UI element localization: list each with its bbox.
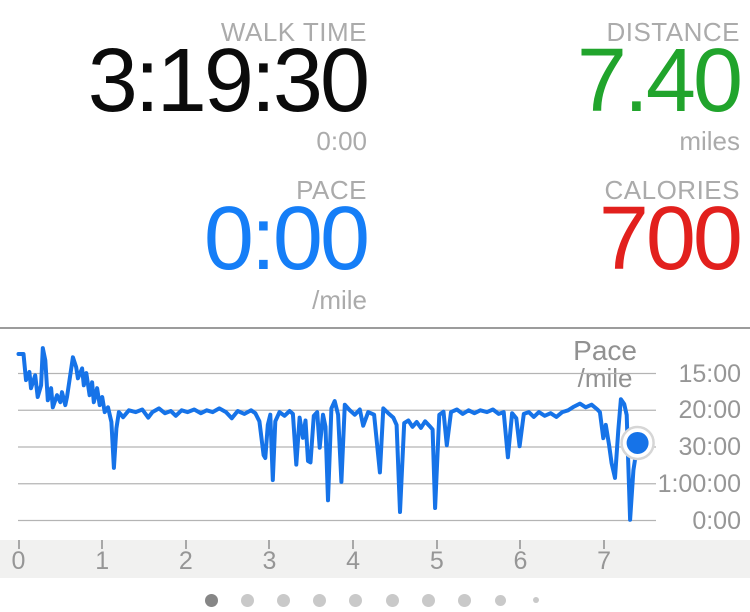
x-axis-tick-label: 6 bbox=[513, 547, 528, 575]
x-axis-tick bbox=[17, 540, 20, 549]
x-axis-tick-label: 1 bbox=[95, 547, 110, 575]
page-dot[interactable] bbox=[241, 593, 255, 607]
x-axis-tick bbox=[435, 540, 438, 549]
x-axis-tick-label: 5 bbox=[429, 547, 444, 575]
x-axis-tick bbox=[603, 540, 606, 549]
page-dot[interactable] bbox=[349, 593, 363, 607]
chart-title-unit: /mile bbox=[577, 363, 633, 394]
chart-x-axis-band: 0 1 2 3 4 5 6 7 bbox=[0, 540, 750, 578]
page-dot[interactable] bbox=[385, 593, 399, 607]
page-dot[interactable] bbox=[421, 593, 435, 607]
page-dot[interactable] bbox=[494, 594, 506, 606]
y-axis-tick-label: 20:00 bbox=[678, 396, 741, 425]
pace-unit: /mile bbox=[312, 285, 367, 315]
page-dot[interactable] bbox=[533, 597, 540, 603]
x-axis-tick-label: 2 bbox=[178, 547, 193, 575]
end-marker-halo bbox=[620, 425, 655, 461]
y-axis-tick-label: 1:00:00 bbox=[657, 469, 741, 498]
walk-time-sub-value: 0:00 bbox=[316, 126, 367, 156]
x-axis-tick bbox=[268, 540, 271, 549]
y-axis-tick-label: 30:00 bbox=[678, 433, 741, 461]
walk-time-value: 3:19:30 bbox=[87, 31, 370, 131]
x-axis-tick bbox=[519, 540, 522, 549]
y-axis-tick-label: 0:00 bbox=[692, 506, 741, 535]
pace-value: 0:00 bbox=[203, 189, 370, 289]
page-dot[interactable] bbox=[277, 593, 291, 607]
pace-label: PACE bbox=[296, 175, 367, 205]
distance-label: DISTANCE bbox=[606, 17, 740, 47]
x-axis-tick bbox=[184, 540, 187, 549]
y-axis-tick-label: 15:00 bbox=[678, 359, 741, 388]
chart-title: Pace /mile bbox=[573, 336, 637, 393]
end-marker-dot[interactable] bbox=[626, 431, 649, 454]
page-indicator[interactable] bbox=[0, 585, 750, 612]
page-dot[interactable] bbox=[457, 593, 471, 607]
x-axis-tick-label: 4 bbox=[346, 547, 361, 575]
x-axis-tick bbox=[352, 540, 355, 549]
distance-value: 7.40 bbox=[576, 31, 743, 131]
page-dot[interactable] bbox=[313, 593, 327, 607]
x-axis-tick-label: 3 bbox=[262, 547, 277, 575]
calories-value: 700 bbox=[598, 189, 743, 289]
walk-time-label: WALK TIME bbox=[220, 17, 367, 47]
x-axis-tick-label: 7 bbox=[597, 547, 612, 575]
chart-title-text: Pace bbox=[573, 335, 637, 366]
pace-chart[interactable] bbox=[0, 326, 750, 540]
x-axis-tick-label: 0 bbox=[11, 547, 26, 575]
pace-line bbox=[16, 346, 640, 522]
x-axis-tick bbox=[101, 540, 104, 549]
calories-label: CALORIES bbox=[604, 175, 740, 205]
distance-unit: miles bbox=[679, 126, 740, 156]
page-dot-active[interactable] bbox=[205, 593, 218, 607]
